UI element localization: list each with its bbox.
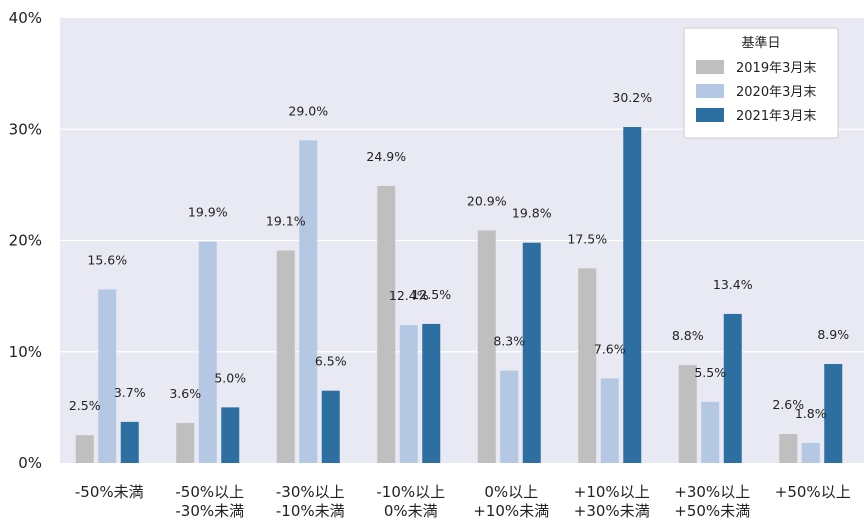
legend-title: 基準日 xyxy=(741,35,780,51)
bars xyxy=(75,127,843,464)
x-tick-line: +30%未満 xyxy=(574,502,650,520)
x-tick-line: -30%未満 xyxy=(175,502,244,520)
x-tick-label: -30%以上-10%未満 xyxy=(276,483,345,520)
x-tick-label: +50%以上 xyxy=(775,483,851,501)
legend-swatch xyxy=(696,108,724,122)
bar xyxy=(500,370,519,463)
bar xyxy=(198,241,217,463)
x-tick-line: +50%未満 xyxy=(674,502,750,520)
x-tick-line: 0%以上 xyxy=(484,483,538,501)
bar xyxy=(377,185,396,464)
data-label: 19.8% xyxy=(512,206,552,221)
bar xyxy=(701,401,720,463)
x-tick-line: +50%以上 xyxy=(775,483,851,501)
x-tick-label: +30%以上+50%未満 xyxy=(674,483,750,520)
data-label: 24.9% xyxy=(366,149,406,164)
y-tick-label: 20% xyxy=(9,232,42,250)
bar xyxy=(276,250,295,463)
data-label: 29.0% xyxy=(288,103,328,118)
bar xyxy=(299,140,318,463)
x-tick-line: -10%未満 xyxy=(276,502,345,520)
data-label: 5.5% xyxy=(694,365,726,380)
x-tick-line: 0%未満 xyxy=(384,502,438,520)
bar xyxy=(824,363,843,463)
data-labels: 2.5% 15.6% 3.7% 3.6% 19.9% 5.0% 19.1% 29.0% 6.5%… xyxy=(69,90,849,421)
data-label: 8.8% xyxy=(672,328,704,343)
data-label: 13.4% xyxy=(713,277,753,292)
y-tick-label: 10% xyxy=(9,343,42,361)
x-tick-line: -10%以上 xyxy=(376,483,445,501)
bar xyxy=(321,390,340,463)
data-label: 7.6% xyxy=(594,341,626,356)
bar xyxy=(75,435,94,463)
bar xyxy=(801,442,820,463)
data-label: 17.5% xyxy=(567,231,607,246)
x-tick-line: -30%以上 xyxy=(276,483,345,501)
data-label: 19.1% xyxy=(266,214,306,229)
x-tick-label: -10%以上 0%未満 xyxy=(376,483,445,520)
legend-swatch xyxy=(696,84,724,98)
data-label: 8.9% xyxy=(817,327,849,342)
bar xyxy=(522,242,541,463)
x-tick-line: -50%未満 xyxy=(75,483,144,501)
x-tick-line: +30%以上 xyxy=(674,483,750,501)
legend-label: 2019年3月末 xyxy=(736,61,816,76)
data-label: 19.9% xyxy=(188,205,228,220)
data-label: 20.9% xyxy=(467,193,507,208)
data-label: 30.2% xyxy=(612,90,652,105)
bar xyxy=(600,378,619,463)
bar xyxy=(623,127,642,464)
bar xyxy=(678,365,697,463)
x-tick-line: -50%以上 xyxy=(175,483,244,501)
data-label: 6.5% xyxy=(315,354,347,369)
x-axis-ticks: -50%未満 -50%以上-30%未満 -30%以上-10%未満 -10%以上 0%未満… xyxy=(75,483,851,520)
legend: 基準日 2019年3月末 2020年3月末 2021年3月末 xyxy=(683,27,839,139)
y-tick-label: 40% xyxy=(9,9,42,27)
data-label: 8.3% xyxy=(493,334,525,349)
bar xyxy=(176,422,195,463)
x-tick-label: -50%未満 xyxy=(75,483,144,501)
data-label: 5.0% xyxy=(214,370,246,385)
bar xyxy=(477,230,496,463)
x-tick-label: 0%以上+10%未満 xyxy=(473,483,549,520)
y-axis-ticks: 0% 10% 20% 30% 40% xyxy=(9,9,42,472)
data-label: 12.5% xyxy=(411,287,451,302)
bar xyxy=(779,434,798,463)
data-label: 3.6% xyxy=(169,386,201,401)
y-tick-label: 0% xyxy=(18,454,42,472)
data-label: 1.8% xyxy=(795,406,827,421)
bar xyxy=(399,325,418,463)
bar xyxy=(578,268,597,463)
x-tick-label: -50%以上-30%未満 xyxy=(175,483,244,520)
bar xyxy=(120,421,139,463)
legend-label: 2020年3月末 xyxy=(736,85,816,100)
data-label: 12.4% xyxy=(389,288,429,303)
bar xyxy=(221,407,240,463)
legend-swatch xyxy=(696,60,724,74)
data-label: 15.6% xyxy=(87,252,127,267)
data-label: 2.5% xyxy=(69,398,101,413)
x-tick-line: +10%未満 xyxy=(473,502,549,520)
bar xyxy=(723,313,742,463)
x-tick-line: +10%以上 xyxy=(574,483,650,501)
legend-label: 2021年3月末 xyxy=(736,109,816,124)
bar xyxy=(98,289,117,463)
data-label: 3.7% xyxy=(114,385,146,400)
x-tick-label: +10%以上+30%未満 xyxy=(574,483,650,520)
bar xyxy=(422,323,441,463)
data-label: 2.6% xyxy=(772,397,804,412)
y-tick-label: 30% xyxy=(9,120,42,138)
